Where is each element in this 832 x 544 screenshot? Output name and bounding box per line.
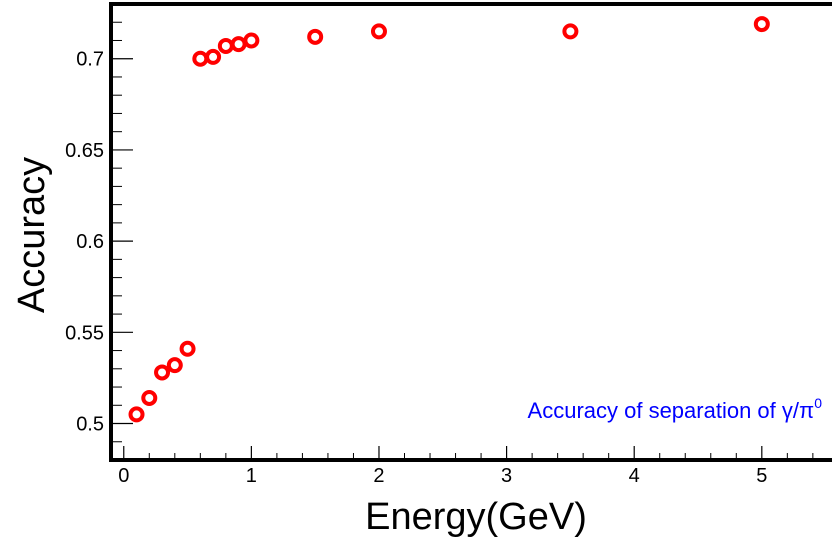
data-point [192,50,209,67]
data-point [243,32,260,49]
data-point [179,340,196,357]
y-tick-label: 0.7 [76,49,104,71]
y-tick-label: 0.6 [76,231,104,253]
chart-annotation: Accuracy of separation of γ/π0 [528,395,823,423]
data-point [753,16,770,33]
data-point [217,37,234,54]
x-tick-label: 0 [118,465,129,487]
x-tick-label: 2 [373,465,384,487]
data-point [141,389,158,406]
y-tick-label: 0.55 [65,322,104,344]
data-point [166,357,183,374]
x-tick-label: 1 [246,465,257,487]
x-tick-label: 4 [629,465,640,487]
data-point [205,48,222,65]
x-tick-label: 3 [501,465,512,487]
y-tick-label: 0.65 [65,140,104,162]
data-point [370,23,387,40]
data-point [307,28,324,45]
data-point [562,23,579,40]
annotation-slash: / [793,398,800,423]
annotation-superscript: 0 [814,395,822,411]
data-points [128,16,770,423]
x-tick-label: 5 [756,465,767,487]
y-tick-label: 0.5 [76,414,104,436]
annotation-pi: π [799,398,814,423]
data-point [230,36,247,53]
axes: 0.5 0.55 0.6 0.65 0.7 0 1 2 3 4 5 [65,2,832,487]
annotation-gamma: γ [782,398,793,423]
x-axis-label: Energy(GeV) [365,496,587,538]
annotation-prefix: Accuracy of separation of [528,398,782,423]
y-axis-label: Accuracy [11,157,53,313]
data-point [154,364,171,381]
data-point [128,406,145,423]
